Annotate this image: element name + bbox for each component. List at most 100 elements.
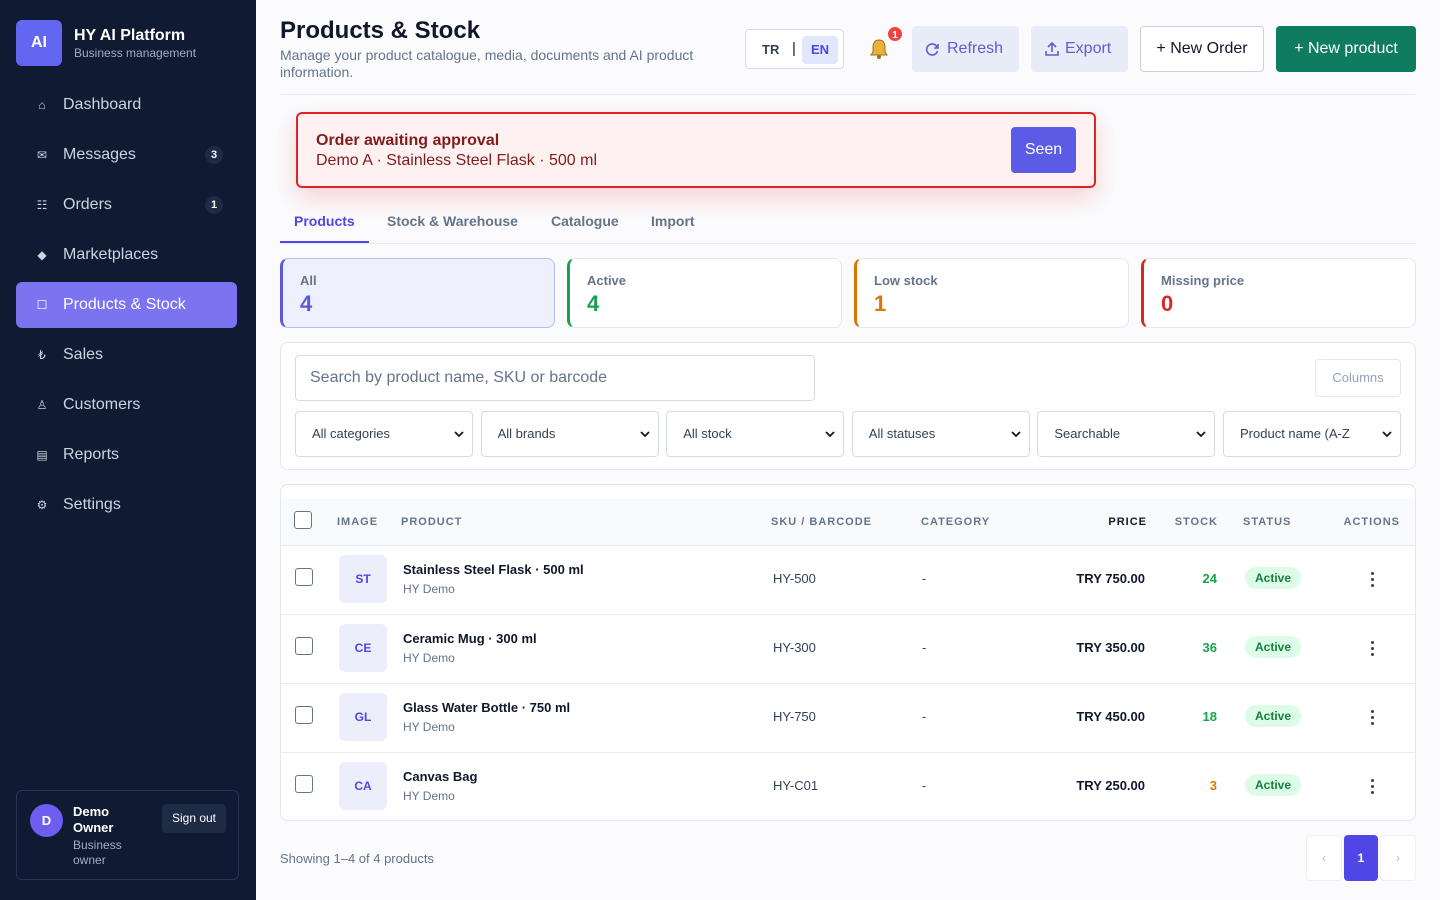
stat-value: 4	[300, 291, 313, 316]
nav-icon: ⌂	[38, 98, 46, 112]
tab[interactable]: Catalogue	[551, 213, 619, 229]
refresh-icon	[925, 43, 939, 56]
filter-select[interactable]: All categories	[295, 411, 473, 457]
product-sku: HY-750	[773, 709, 816, 724]
next-page[interactable]: ›	[1380, 835, 1416, 881]
export-button[interactable]: Export	[1031, 26, 1128, 72]
row-checkbox[interactable]	[295, 775, 313, 793]
row-divider	[281, 752, 1415, 753]
filter-select[interactable]: Searchable	[1037, 411, 1216, 457]
row-divider	[281, 614, 1415, 615]
nav-item[interactable]: ◆ Marketplaces	[16, 232, 237, 278]
stat-card[interactable]: All 4	[280, 258, 555, 328]
row-actions[interactable]	[1366, 775, 1380, 797]
column-header: PRODUCT	[401, 516, 463, 528]
row-actions[interactable]	[1366, 637, 1380, 659]
select-value: All statuses	[868, 426, 936, 441]
nav-icon: ☷	[36, 198, 48, 212]
select-all-checkbox[interactable]	[294, 511, 312, 529]
nav-label: Reports	[63, 446, 120, 463]
export-label: Export	[1065, 40, 1112, 57]
stat-card[interactable]: Missing price 0	[1141, 258, 1416, 328]
nav-item[interactable]: ☷ Orders 1	[16, 182, 237, 228]
kebab-dot	[1371, 571, 1374, 575]
nav-item[interactable]: ⚙ Settings	[16, 482, 237, 528]
kebab-dot	[1371, 652, 1374, 656]
filter-select[interactable]: All stock	[666, 411, 845, 457]
product-brand: HY Demo	[403, 651, 455, 665]
tab[interactable]: Products	[294, 213, 355, 229]
tab[interactable]: Stock & Warehouse	[387, 213, 518, 229]
product-price: TRY 450.00	[1076, 709, 1145, 724]
row-actions[interactable]	[1366, 706, 1380, 728]
status-badge: Active	[1245, 567, 1302, 589]
filter-select[interactable]: Product name (A-Z	[1223, 411, 1401, 457]
product-stock: 3	[1209, 778, 1217, 793]
product-name[interactable]: Stainless Steel Flask · 500 ml	[403, 562, 584, 577]
filter-select[interactable]: All statuses	[851, 411, 1030, 457]
select-value: All brands	[497, 426, 556, 441]
product-thumbnail: CE	[339, 624, 387, 672]
nav-label: Marketplaces	[63, 246, 159, 263]
new-order-button[interactable]: + New Order	[1140, 26, 1264, 72]
nav-item[interactable]: ⌂ Dashboard	[16, 82, 237, 128]
nav-label: Customers	[63, 396, 141, 413]
new-product-button[interactable]: + New product	[1276, 26, 1416, 72]
alert-text: Demo A · Stainless Steel Flask · 500 ml	[316, 152, 597, 169]
chevron	[1196, 431, 1207, 438]
stat-label: Missing price	[1161, 273, 1245, 288]
seen-button[interactable]: Seen	[1011, 127, 1076, 173]
notification-bell[interactable]	[868, 38, 890, 60]
nav-label: Sales	[63, 346, 104, 363]
select-value: Searchable	[1054, 426, 1121, 441]
user-role: Business owner	[73, 838, 122, 867]
search-input[interactable]: Search by product name, SKU or barcode	[295, 355, 815, 401]
nav-item[interactable]: ₺ Sales	[16, 332, 237, 378]
chevron	[1011, 431, 1021, 438]
product-brand: HY Demo	[403, 720, 455, 734]
column-header: ACTIONS	[1343, 516, 1400, 528]
tab[interactable]: Import	[651, 213, 695, 229]
row-checkbox[interactable]	[295, 637, 313, 655]
stat-value: 0	[1161, 291, 1174, 316]
product-name[interactable]: Ceramic Mug · 300 ml	[403, 631, 537, 646]
logo: AI	[16, 20, 62, 66]
nav-label: Orders	[63, 196, 112, 213]
refresh-label: Refresh	[947, 40, 1004, 57]
language-toggle: TR | EN	[745, 29, 844, 69]
row-checkbox[interactable]	[295, 568, 313, 586]
kebab-dot	[1371, 721, 1374, 725]
avatar: D	[30, 804, 63, 837]
row-actions[interactable]	[1366, 568, 1380, 590]
page-number[interactable]: 1	[1344, 835, 1378, 881]
lang-tr[interactable]: TR	[762, 42, 780, 57]
table-header	[281, 499, 1415, 546]
product-category: -	[922, 571, 927, 586]
sign-out[interactable]: Sign out	[162, 804, 226, 833]
nav-item[interactable]: ✉ Messages 3	[16, 132, 237, 178]
product-thumbnail: GL	[339, 693, 387, 741]
columns-button[interactable]: Columns	[1315, 359, 1401, 397]
product-name[interactable]: Glass Water Bottle · 750 ml	[403, 700, 571, 715]
prev-page[interactable]: ‹	[1306, 835, 1342, 881]
lang-en[interactable]: EN	[802, 36, 838, 64]
nav-icon: ♙	[36, 398, 48, 412]
alert-title: Order awaiting approval	[316, 132, 500, 149]
nav-item[interactable]: ♙ Customers	[16, 382, 237, 428]
product-table	[280, 484, 1416, 821]
product-thumbnail: CA	[339, 762, 387, 810]
nav-item[interactable]: ☐ Products & Stock	[16, 282, 237, 328]
product-name[interactable]: Canvas Bag	[403, 769, 478, 784]
stat-card[interactable]: Low stock 1	[854, 258, 1129, 328]
nav-item[interactable]: ▤ Reports	[16, 432, 237, 478]
header-divider	[280, 94, 1416, 95]
filter-select[interactable]: All brands	[480, 411, 659, 457]
column-header: PRICE	[1108, 516, 1147, 528]
refresh-button[interactable]: Refresh	[912, 26, 1019, 72]
user-card: D Demo Owner Business owner Sign out	[16, 790, 239, 880]
row-checkbox[interactable]	[295, 706, 313, 724]
stat-value: 4	[587, 291, 600, 316]
stat-card[interactable]: Active 4	[567, 258, 842, 328]
